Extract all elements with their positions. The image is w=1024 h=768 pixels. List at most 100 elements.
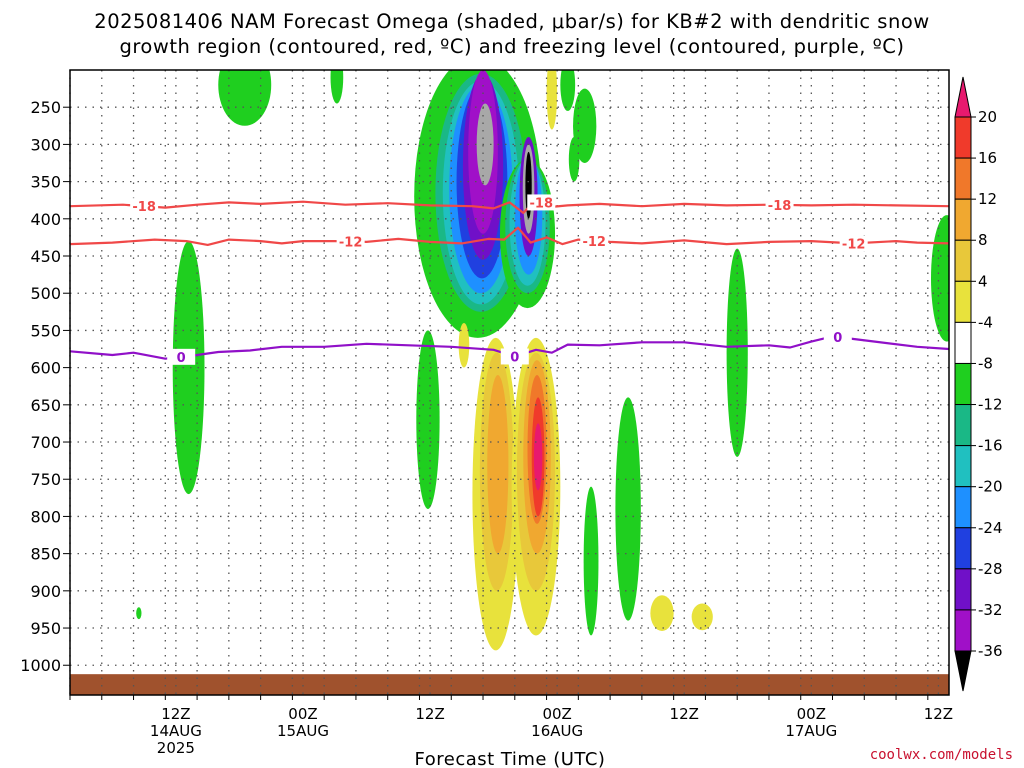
colorbar-label: -12	[978, 396, 1003, 414]
colorbar-swatch	[954, 486, 972, 529]
y-axis-ticks: 250 300 350 400 450 500 550 600 650 700 750 800 850 9…	[20, 98, 70, 675]
colorbar-label: 20	[978, 108, 997, 126]
credit-link[interactable]: coolwx.com/models	[870, 747, 1013, 763]
omega-shade-region	[560, 70, 576, 111]
omega-shade-region	[546, 70, 558, 130]
contour-label-bg	[336, 233, 365, 250]
omega-shade-region	[533, 423, 543, 491]
omega-shade-region	[136, 607, 142, 620]
contour-label: 0	[177, 351, 186, 366]
colorbar-label: 8	[978, 231, 988, 249]
contour-line--12	[70, 226, 949, 246]
omega-shade-region	[726, 248, 748, 457]
x-tick-label: 00Z	[288, 705, 317, 723]
colorbar-label: 12	[978, 190, 997, 208]
x-tick-label: 15AUG	[277, 722, 329, 740]
colorbar-swatch	[954, 527, 972, 570]
colorbar-swatch	[954, 445, 972, 488]
y-tick-label: 350	[30, 173, 61, 192]
omega-shade-region	[568, 136, 580, 182]
omega-shade-region	[573, 88, 597, 164]
x-tick-label: 12Z	[924, 705, 953, 723]
chart-title-line1: 2025081406 NAM Forecast Omega (shaded, μ…	[94, 10, 929, 33]
colorbar-label: -28	[978, 560, 1003, 578]
omega-shading	[70, 70, 949, 695]
x-tick-label: 17AUG	[785, 722, 837, 740]
colorbar-swatch	[954, 116, 972, 159]
omega-shade-region	[931, 215, 949, 342]
colorbar-swatch	[954, 198, 972, 241]
x-tick-label: 00Z	[542, 705, 571, 723]
y-tick-label: 400	[30, 210, 61, 229]
x-tick-label: 16AUG	[531, 722, 583, 740]
colorbar-label: -32	[978, 601, 1003, 619]
y-tick-label: 550	[30, 321, 61, 340]
colorbar-swatch	[954, 321, 972, 364]
omega-shade-region	[583, 486, 599, 636]
omega-shade-region	[416, 330, 440, 509]
y-tick-label: 250	[30, 98, 61, 117]
y-tick-label: 450	[30, 247, 61, 266]
omega-shade-region	[330, 70, 344, 104]
contour-label-bg	[527, 194, 556, 211]
contour-label: -12	[339, 236, 363, 251]
contour-label-bg	[580, 232, 609, 249]
omega-shade-region	[650, 595, 674, 632]
contour-label: -18	[132, 200, 156, 215]
colorbar-label: -36	[978, 642, 1003, 660]
contour-label-bg	[130, 198, 159, 215]
colorbar-swatch	[954, 280, 972, 323]
omega-shade-region	[691, 603, 713, 631]
colorbar-swatch	[954, 239, 972, 282]
omega-shade-region	[458, 322, 470, 368]
contour-label: 0	[833, 331, 842, 346]
y-tick-label: 650	[30, 396, 61, 415]
colorbar-swatch	[954, 568, 972, 611]
plot-frame	[69, 69, 950, 696]
omega-shade-region	[476, 103, 494, 186]
contour-label-bg	[823, 329, 852, 346]
y-tick-label: 600	[30, 359, 61, 378]
colorbar-swatch	[954, 157, 972, 200]
y-tick-label: 1000	[20, 656, 61, 675]
y-tick-label: 700	[30, 433, 61, 452]
contour-label-bg	[167, 348, 196, 365]
chart-title-line2: growth region (contoured, red, ºC) and f…	[119, 35, 904, 58]
colorbar-swatch	[954, 362, 972, 406]
contour-label-bg	[765, 196, 794, 213]
y-tick-label: 950	[30, 619, 61, 638]
y-tick-label: 800	[30, 507, 61, 526]
colorbar-label: 16	[978, 149, 997, 167]
contour-label: 0	[510, 350, 519, 365]
y-tick-label: 850	[30, 545, 61, 564]
y-tick-label: 500	[30, 284, 61, 303]
colorbar-swatch	[954, 650, 972, 692]
contour-label: -12	[842, 237, 866, 252]
contour-label-bg	[839, 235, 868, 252]
y-tick-label: 900	[30, 582, 61, 601]
x-tick-label: 2025	[157, 739, 195, 757]
colorbar-label: -24	[978, 519, 1003, 537]
colorbar-label: -20	[978, 478, 1003, 496]
y-tick-label: 300	[30, 135, 61, 154]
x-tick-label: 12Z	[161, 705, 190, 723]
contour-label: -18	[530, 196, 554, 211]
contour-label: -12	[582, 235, 606, 250]
omega-shade-region	[615, 397, 641, 621]
x-tick-label: 14AUG	[150, 722, 202, 740]
colorbar-label: -4	[978, 313, 993, 331]
contour-label-bg	[500, 348, 529, 365]
x-axis-label: Forecast Time (UTC)	[415, 749, 606, 768]
ground-surface	[70, 674, 949, 695]
omega-shade-region	[218, 70, 272, 126]
colorbar-swatch	[954, 609, 972, 652]
colorbar-swatch	[954, 404, 972, 447]
colorbar-label: 4	[978, 272, 988, 290]
colorbar-label: -8	[978, 354, 993, 372]
x-tick-label: 12Z	[415, 705, 444, 723]
y-tick-label: 750	[30, 470, 61, 489]
colorbar: 20 16 12 8 4 -4 -8 -12 -16 -20 -24 -28 -32 -36	[954, 76, 1003, 692]
omega-shade-region	[172, 241, 205, 495]
